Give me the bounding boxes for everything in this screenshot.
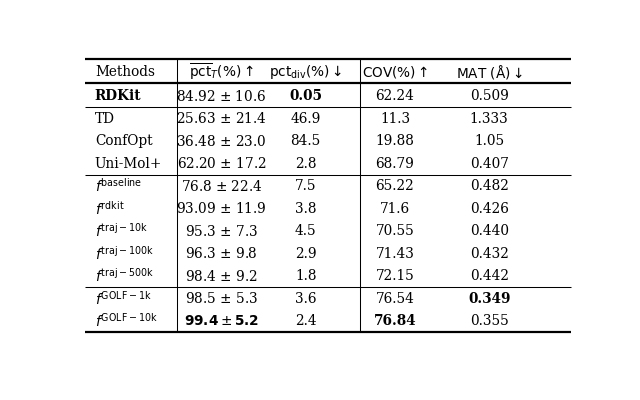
Text: 71.6: 71.6 <box>380 202 410 216</box>
Text: 0.482: 0.482 <box>470 179 509 193</box>
Text: $\mathit{f}^{\mathrm{GOLF-1k}}$: $\mathit{f}^{\mathrm{GOLF-1k}}$ <box>95 290 152 308</box>
Text: 0.432: 0.432 <box>470 246 509 260</box>
Text: 0.05: 0.05 <box>289 89 322 103</box>
Text: 3.6: 3.6 <box>295 292 316 306</box>
Text: 0.407: 0.407 <box>470 157 509 171</box>
Text: 0.355: 0.355 <box>470 314 509 328</box>
Text: 93.09 $\pm$ 11.9: 93.09 $\pm$ 11.9 <box>176 201 267 216</box>
Text: Uni-Mol+: Uni-Mol+ <box>95 157 163 171</box>
Text: 95.3 $\pm$ 7.3: 95.3 $\pm$ 7.3 <box>185 224 258 239</box>
Text: Methods: Methods <box>95 65 155 79</box>
Text: ConfOpt: ConfOpt <box>95 134 152 148</box>
Text: 19.88: 19.88 <box>376 134 414 148</box>
Text: $\mathit{f}^{\mathrm{traj-100k}}$: $\mathit{f}^{\mathrm{traj-100k}}$ <box>95 245 154 262</box>
Text: $\overline{\mathrm{pct}}_T(\%)\uparrow$: $\overline{\mathrm{pct}}_T(\%)\uparrow$ <box>189 61 253 82</box>
Text: 0.442: 0.442 <box>470 269 509 283</box>
Text: TD: TD <box>95 112 115 126</box>
Text: 4.5: 4.5 <box>295 224 317 238</box>
Text: 84.92 $\pm$ 10.6: 84.92 $\pm$ 10.6 <box>176 89 266 104</box>
Text: $\mathbf{99.4} \pm \mathbf{5.2}$: $\mathbf{99.4} \pm \mathbf{5.2}$ <box>184 314 259 328</box>
Text: 70.55: 70.55 <box>376 224 414 238</box>
Text: 68.79: 68.79 <box>376 157 414 171</box>
Text: 76.54: 76.54 <box>376 292 414 306</box>
Text: 62.20 $\pm$ 17.2: 62.20 $\pm$ 17.2 <box>177 156 266 171</box>
Text: 71.43: 71.43 <box>376 246 414 260</box>
Text: RDKit: RDKit <box>95 89 141 103</box>
Text: 0.349: 0.349 <box>468 292 511 306</box>
Text: 84.5: 84.5 <box>291 134 321 148</box>
Text: 25.63 $\pm$ 21.4: 25.63 $\pm$ 21.4 <box>176 111 267 126</box>
Text: 0.426: 0.426 <box>470 202 509 216</box>
Text: $\mathit{f}^{\mathrm{GOLF-10k}}$: $\mathit{f}^{\mathrm{GOLF-10k}}$ <box>95 312 158 330</box>
Text: 72.15: 72.15 <box>376 269 414 283</box>
Text: $\mathrm{pct}_{\mathrm{div}}(\%)\downarrow$: $\mathrm{pct}_{\mathrm{div}}(\%)\downarr… <box>269 63 342 81</box>
Text: $\mathit{f}^{\mathrm{traj-500k}}$: $\mathit{f}^{\mathrm{traj-500k}}$ <box>95 267 154 285</box>
Text: 1.333: 1.333 <box>470 112 509 126</box>
Text: 0.509: 0.509 <box>470 89 509 103</box>
Text: $\mathit{f}^{\mathrm{rdkit}}$: $\mathit{f}^{\mathrm{rdkit}}$ <box>95 200 124 218</box>
Text: $\mathrm{COV}(\%)\uparrow$: $\mathrm{COV}(\%)\uparrow$ <box>362 64 428 80</box>
Text: 36.48 $\pm$ 23.0: 36.48 $\pm$ 23.0 <box>176 134 267 149</box>
Text: 46.9: 46.9 <box>291 112 321 126</box>
Text: 76.8 $\pm$ 22.4: 76.8 $\pm$ 22.4 <box>180 179 262 194</box>
Text: 7.5: 7.5 <box>295 179 316 193</box>
Text: 2.9: 2.9 <box>295 246 317 260</box>
Text: 2.8: 2.8 <box>295 157 316 171</box>
Text: $\mathit{f}^{\mathrm{baseline}}$: $\mathit{f}^{\mathrm{baseline}}$ <box>95 177 142 195</box>
Text: 2.4: 2.4 <box>295 314 317 328</box>
Text: 76.84: 76.84 <box>374 314 416 328</box>
Text: 1.05: 1.05 <box>474 134 504 148</box>
Text: 62.24: 62.24 <box>376 89 414 103</box>
Text: 65.22: 65.22 <box>376 179 414 193</box>
Text: 96.3 $\pm$ 9.8: 96.3 $\pm$ 9.8 <box>185 246 258 261</box>
Text: 0.440: 0.440 <box>470 224 509 238</box>
Text: 11.3: 11.3 <box>380 112 410 126</box>
Text: 98.5 $\pm$ 5.3: 98.5 $\pm$ 5.3 <box>185 291 258 306</box>
Text: MAT $(\mathrm{\AA})\downarrow$: MAT $(\mathrm{\AA})\downarrow$ <box>456 63 523 81</box>
Text: $\mathit{f}^{\mathrm{traj-10k}}$: $\mathit{f}^{\mathrm{traj-10k}}$ <box>95 222 148 240</box>
Text: 1.8: 1.8 <box>295 269 316 283</box>
Text: 98.4 $\pm$ 9.2: 98.4 $\pm$ 9.2 <box>185 268 257 284</box>
Text: 3.8: 3.8 <box>295 202 316 216</box>
